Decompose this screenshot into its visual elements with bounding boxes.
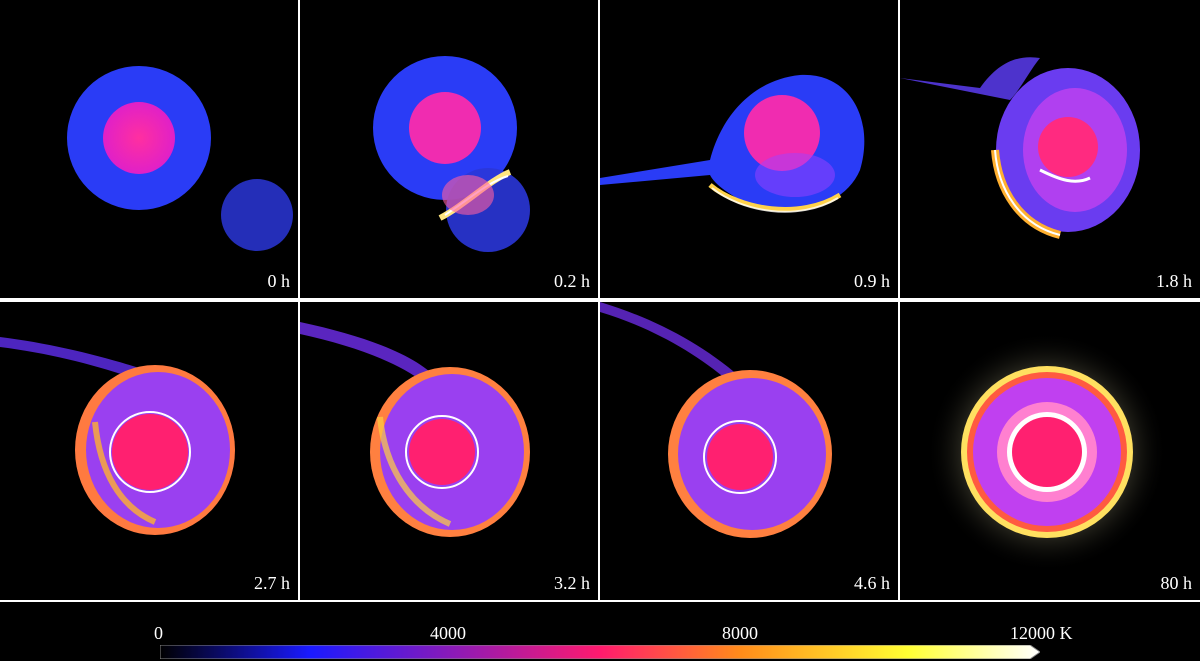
time-label: 4.6 h	[854, 573, 890, 593]
snapshot-panel-4.6h: 4.6 h	[600, 302, 898, 600]
time-label: 1.8 h	[1156, 271, 1192, 291]
colorbar-tick-4000: 4000	[430, 623, 466, 643]
temperature-colorbar	[160, 645, 1040, 659]
snapshot-panel-80h: 80 h	[900, 302, 1200, 600]
time-label: 0.9 h	[854, 271, 890, 291]
colorbar-tick-12000: 12000 K	[1010, 623, 1073, 643]
snapshot-image	[927, 332, 1167, 572]
snapshot-image	[373, 56, 530, 252]
snapshot-image	[67, 66, 293, 251]
snapshot-panel-2.7h: 2.7 h	[0, 302, 298, 600]
colorbar-tick-0: 0	[154, 623, 163, 643]
time-label: 80 h	[1160, 573, 1193, 593]
snapshot-image	[900, 57, 1140, 239]
snapshot-panel-0.2h: 0.2 h	[300, 0, 598, 298]
snapshot-panel-0.9h: 0.9 h	[600, 0, 898, 298]
snapshot-image	[600, 302, 832, 538]
snapshot-panel-3.2h: 3.2 h	[300, 302, 598, 600]
snapshot-panel-0h: 0 h	[0, 0, 298, 298]
time-label: 2.7 h	[254, 573, 290, 593]
time-label: 0 h	[267, 271, 291, 291]
time-label: 0.2 h	[554, 271, 590, 291]
simulation-snapshot-grid: 0 h 0.2 h 0.9 h	[0, 0, 1200, 600]
colorbar-tick-8000: 8000	[722, 623, 758, 643]
snapshot-image	[300, 322, 530, 537]
time-label: 3.2 h	[554, 573, 590, 593]
snapshot-image	[0, 337, 235, 535]
snapshot-panel-1.8h: 1.8 h	[900, 0, 1200, 298]
snapshot-image	[600, 74, 865, 213]
